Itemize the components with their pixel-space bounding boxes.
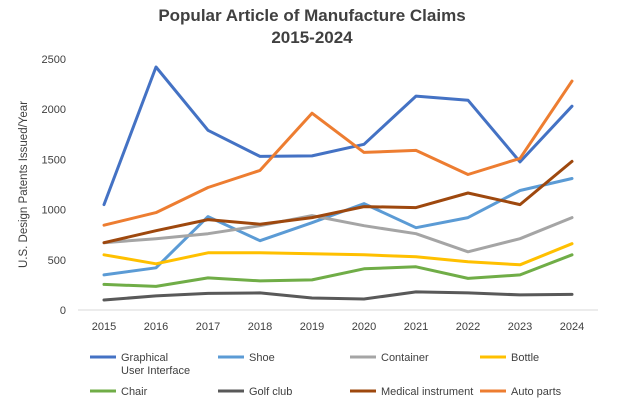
series-line-0 xyxy=(102,65,574,207)
series-line-3 xyxy=(102,242,574,267)
y-tick-label: 1000 xyxy=(42,205,66,217)
legend-label-4: Chair xyxy=(121,386,148,398)
legend-label-7: Auto parts xyxy=(511,386,562,398)
y-tick-label: 500 xyxy=(48,255,66,267)
x-tick-label: 2024 xyxy=(560,321,584,333)
chart-subtitle: 2015-2024 xyxy=(271,28,353,47)
y-tick-label: 1500 xyxy=(42,154,66,166)
y-tick-label: 0 xyxy=(60,305,66,317)
x-tick-label: 2016 xyxy=(144,321,168,333)
x-tick-label: 2019 xyxy=(300,321,324,333)
legend-label-1: Shoe xyxy=(249,352,275,364)
y-tick-label: 2500 xyxy=(42,54,66,66)
x-tick-label: 2018 xyxy=(248,321,272,333)
x-tick-label: 2023 xyxy=(508,321,532,333)
x-tick-label: 2020 xyxy=(352,321,376,333)
legend-label-0: Graphical User Interface xyxy=(121,352,190,377)
legend-label-5: Golf club xyxy=(249,386,292,398)
x-tick-label: 2021 xyxy=(404,321,428,333)
series-line-4 xyxy=(102,253,574,288)
y-axis-title: U.S. Design Patents Issued/Year xyxy=(18,101,30,268)
legend-label-3: Bottle xyxy=(511,352,539,364)
x-tick-label: 2017 xyxy=(196,321,220,333)
y-tick-label: 2000 xyxy=(42,104,66,116)
legend-label-6: Medical instrument xyxy=(381,386,473,398)
series-line-7 xyxy=(102,79,574,227)
x-tick-label: 2015 xyxy=(92,321,116,333)
series-line-5 xyxy=(102,290,574,302)
series-line-2 xyxy=(102,214,574,254)
x-tick-label: 2022 xyxy=(456,321,480,333)
legend-label-2: Container xyxy=(381,352,429,364)
chart-title: Popular Article of Manufacture Claims xyxy=(158,6,466,25)
series-line-6 xyxy=(102,159,574,245)
